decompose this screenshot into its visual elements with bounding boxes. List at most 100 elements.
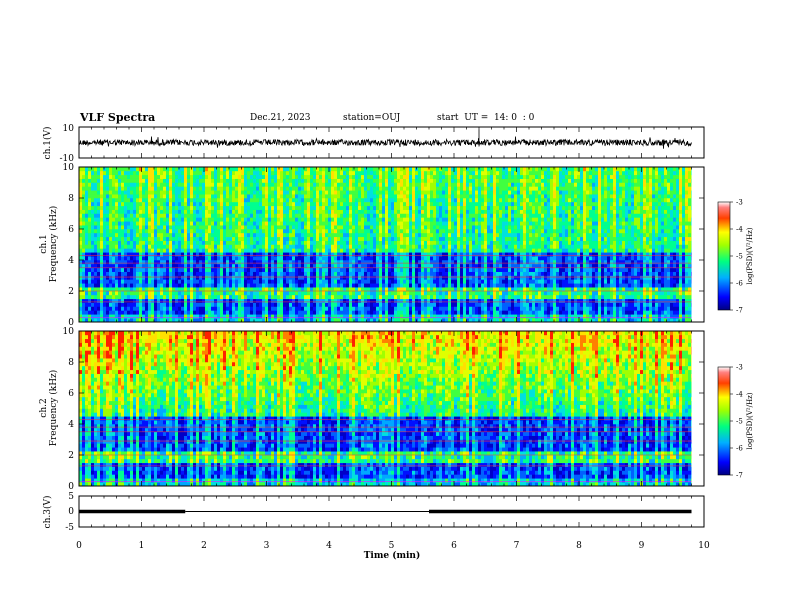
spectrogram-cell — [151, 232, 155, 238]
spectrogram-cell — [388, 279, 392, 284]
spectrogram-cell — [394, 236, 398, 241]
spectrogram-cell — [211, 174, 215, 179]
spectrogram-cell — [169, 178, 173, 183]
spectrogram-cell — [214, 217, 218, 222]
spectrogram-cell — [223, 275, 227, 280]
spectrogram-cell — [220, 302, 224, 307]
spectrogram-cell — [106, 279, 110, 284]
spectrogram-cell — [100, 291, 104, 296]
spectrogram-cell — [271, 201, 275, 207]
spectrogram-cell — [373, 263, 377, 269]
spectrogram-cell — [394, 194, 398, 199]
spectrogram-cell — [211, 314, 215, 319]
spectrogram-cell — [220, 279, 224, 284]
spectrogram-cell — [184, 279, 188, 284]
spectrogram-cell — [178, 267, 182, 272]
spectrogram-cell — [91, 217, 95, 222]
spectrogram-cell — [205, 279, 209, 284]
spectrogram-cell — [439, 318, 443, 322]
spectrogram-cell — [247, 271, 251, 276]
spectrogram-cell — [157, 263, 161, 269]
spectrogram-cell — [310, 294, 314, 300]
spectrogram-cell — [226, 221, 230, 226]
spectrogram-cell — [301, 318, 305, 322]
spectrogram-cell — [136, 205, 140, 210]
spectrogram-cell — [274, 298, 278, 303]
spectrogram-cell — [232, 170, 236, 176]
spectrogram-cell — [337, 213, 341, 218]
spectrogram-cell — [139, 244, 143, 249]
spectrogram-cell — [328, 306, 332, 311]
spectrogram-cell — [370, 298, 374, 303]
spectrogram-cell — [361, 252, 365, 257]
spectrogram-cell — [187, 178, 191, 183]
spectrogram-cell — [205, 198, 209, 203]
spectrogram-cell — [370, 170, 374, 176]
spectrogram-cell — [364, 291, 368, 296]
spectrogram-cell — [289, 283, 293, 288]
spectrogram-cell — [238, 232, 242, 238]
spectrogram-cell — [298, 170, 302, 176]
spectrogram-cell — [226, 279, 230, 284]
spectrogram-cell — [367, 256, 371, 261]
spectrogram-cell — [298, 298, 302, 303]
spectrogram-cell — [145, 244, 149, 249]
spectrogram-cell — [436, 209, 440, 214]
spectrogram-cell — [184, 229, 188, 234]
spectrogram-cell — [133, 201, 137, 207]
spectrogram-cell — [139, 283, 143, 288]
spectrogram-cell — [355, 275, 359, 280]
spectrogram-cell — [259, 205, 263, 210]
spectrogram-cell — [241, 190, 245, 195]
spectrogram-cell — [424, 194, 428, 199]
spectrogram-cell — [358, 267, 362, 272]
spectrogram-cell — [346, 306, 350, 311]
spectrogram-cell — [346, 267, 350, 272]
spectrogram-cell — [316, 217, 320, 222]
spectrogram-cell — [406, 244, 410, 249]
spectrogram-cell — [256, 217, 260, 222]
spectrogram-cell — [127, 298, 131, 303]
spectrogram-cell — [373, 298, 377, 303]
spectrogram-cell — [268, 294, 272, 300]
spectrogram-cell — [319, 198, 323, 203]
spectrogram-cell — [334, 267, 338, 272]
spectrogram-cell — [352, 186, 356, 191]
spectrogram-cell — [364, 240, 368, 245]
spectrogram-cell — [337, 287, 341, 292]
spectrogram-cell — [337, 229, 341, 234]
spectrogram-cell — [337, 205, 341, 210]
spectrogram-cell — [85, 232, 89, 238]
spectrogram-cell — [190, 225, 194, 230]
spectrogram-cell — [133, 310, 137, 315]
spectrogram-cell — [415, 190, 419, 195]
spectrogram-cell — [130, 244, 134, 249]
spectrogram-cell — [172, 225, 176, 230]
spectrogram-cell — [418, 294, 422, 300]
spectrogram-cell — [100, 302, 104, 307]
spectrogram-cell — [166, 182, 170, 187]
spectrogram-cell — [283, 248, 287, 253]
spectrogram-cell — [307, 283, 311, 288]
spectrogram-cell — [331, 186, 335, 191]
spectrogram-cell — [91, 182, 95, 187]
spectrogram-cell — [139, 229, 143, 234]
spectrogram-cell — [253, 275, 257, 280]
spectrogram-cell — [256, 256, 260, 261]
spectrogram-cell — [337, 190, 341, 195]
spectrogram-cell — [226, 244, 230, 249]
spectrogram-cell — [442, 260, 446, 265]
spectrogram-cell — [286, 174, 290, 179]
spectrogram-cell — [385, 244, 389, 249]
spectrogram-cell — [196, 217, 200, 222]
spectrogram-cell — [217, 314, 221, 319]
spectrogram-cell — [181, 306, 185, 311]
spectrogram-cell — [421, 314, 425, 319]
spectrogram-cell — [349, 201, 353, 207]
spectrogram-cell — [388, 306, 392, 311]
spectrogram-cell — [400, 283, 404, 288]
spectrogram-cell — [292, 302, 296, 307]
spectrogram-cell — [211, 287, 215, 292]
spectrogram-cell — [313, 186, 317, 191]
spectrogram-cell — [250, 201, 254, 207]
